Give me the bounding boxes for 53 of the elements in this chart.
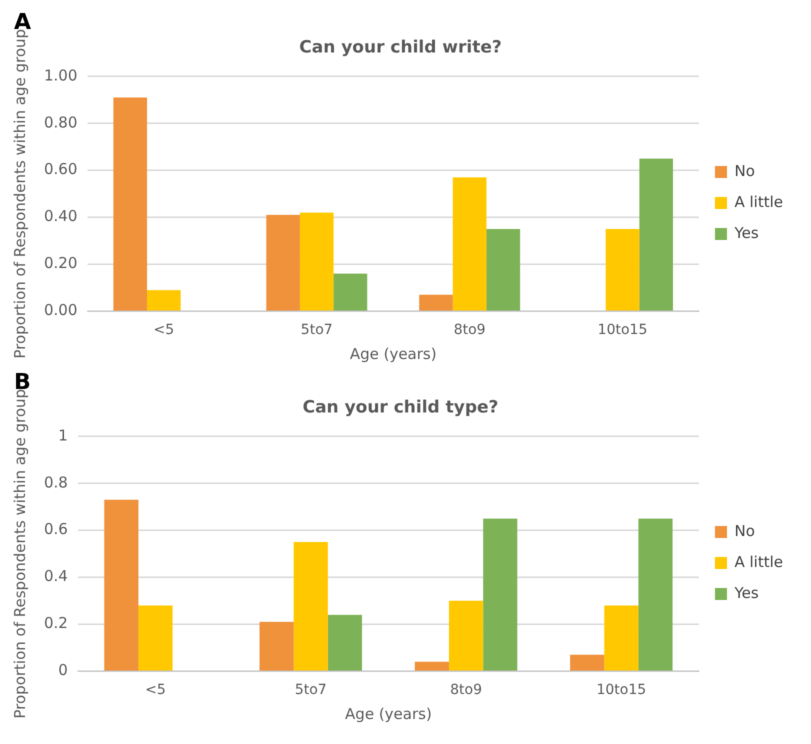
bar [138, 605, 173, 670]
bar [638, 518, 673, 670]
legend-label: No [734, 162, 755, 180]
legend-label: Yes [733, 584, 759, 602]
legend-label: A little [734, 192, 784, 211]
legend-label: A little [734, 552, 784, 571]
bar [294, 542, 328, 670]
legend-label: No [734, 522, 755, 540]
x-tick-label: 5to7 [300, 322, 333, 338]
bar [448, 600, 484, 670]
legend-label: Yes [733, 224, 759, 242]
y-tick-label: 0.20 [44, 254, 78, 272]
x-tick-label: 10to15 [596, 682, 646, 698]
x-tick-label: <5 [154, 322, 174, 338]
y-axis-title: Proportion of Respondents within age group [10, 388, 29, 719]
bar [570, 654, 604, 670]
y-tick-label: 0 [58, 661, 68, 680]
x-tick-label: 10to15 [598, 322, 648, 338]
bar [606, 229, 640, 310]
y-tick-label: 0.6 [44, 520, 68, 538]
y-tick-label: 0.80 [44, 113, 78, 132]
y-axis-title: Proportion of Respondents within age group [10, 28, 29, 359]
bar [147, 290, 181, 310]
chart-title: Can your child type? [302, 398, 498, 418]
bar [604, 605, 638, 670]
bar [113, 98, 148, 310]
bar [104, 500, 138, 670]
bar [300, 212, 334, 310]
y-tick-label: 1 [58, 426, 68, 444]
bar [260, 622, 294, 670]
bar [414, 662, 449, 670]
bar [486, 229, 520, 310]
y-tick-label: 0.40 [44, 207, 78, 226]
y-tick-label: 0.60 [44, 160, 78, 178]
bar [328, 614, 362, 670]
y-tick-label: 0.4 [44, 567, 68, 586]
x-axis-title: Age (years) [350, 344, 437, 363]
bar [419, 294, 453, 310]
x-tick-label: <5 [145, 682, 166, 698]
bar [639, 158, 673, 310]
x-tick-label: 5to7 [294, 682, 327, 698]
bar [452, 177, 486, 310]
y-tick-label: 0.00 [44, 301, 78, 320]
bar [483, 518, 518, 670]
x-tick-label: 8to9 [454, 322, 486, 338]
x-tick-label: 8to9 [450, 682, 482, 698]
x-axis-title: Age (years) [345, 704, 432, 723]
bar [334, 274, 368, 310]
y-tick-label: 1.00 [44, 66, 78, 84]
y-tick-label: 0.8 [44, 473, 68, 492]
bar [266, 214, 300, 310]
chart-title: Can your child write? [299, 38, 502, 58]
y-tick-label: 0.2 [44, 614, 68, 632]
